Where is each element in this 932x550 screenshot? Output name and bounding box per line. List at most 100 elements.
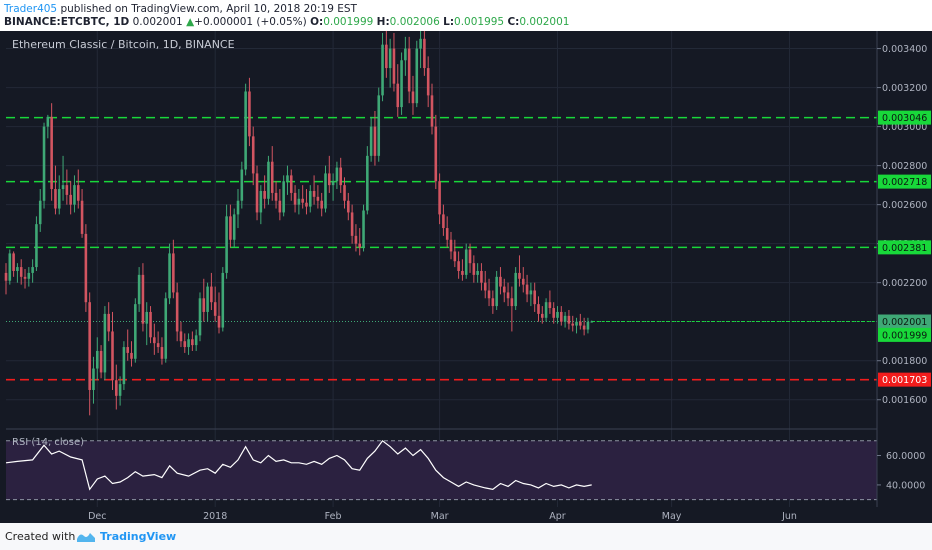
candle-body — [331, 181, 335, 186]
rsi-tick-label: 40.0000 — [886, 480, 925, 491]
candle — [442, 204, 445, 236]
rsi-axis[interactable]: 60.0000 40.0000 — [877, 451, 925, 491]
candle — [232, 208, 236, 248]
y-tick-label: 0.001800 — [882, 356, 927, 367]
candle — [202, 278, 206, 322]
candle — [571, 315, 575, 332]
time-axis[interactable]: Dec 2018 Feb Mar Apr May Jun — [6, 507, 877, 523]
candle-body — [540, 313, 544, 318]
candle — [73, 175, 76, 213]
candle — [16, 263, 19, 283]
candle-body — [480, 270, 483, 283]
candle-body — [95, 350, 99, 369]
candle — [575, 317, 578, 334]
level-price-label-text: 0.002381 — [882, 243, 927, 254]
candle-body — [153, 337, 156, 344]
candle-body — [202, 298, 206, 312]
candle — [506, 282, 510, 307]
candle-body — [560, 311, 563, 322]
candle-body — [461, 270, 464, 275]
candle-body — [308, 190, 312, 207]
candle — [145, 302, 149, 346]
candle-body — [502, 286, 506, 293]
candle — [80, 189, 84, 238]
candle — [240, 161, 244, 209]
chart-title: Ethereum Classic / Bitcoin, 1D, BINANCE — [12, 38, 235, 51]
candle-body — [377, 95, 381, 156]
candle-body — [354, 235, 358, 244]
candle — [126, 329, 130, 361]
close-price-label-text: 0.001999 — [882, 330, 927, 341]
candle-body — [499, 276, 502, 287]
candle — [324, 165, 327, 213]
candle — [453, 239, 457, 268]
candle — [259, 185, 263, 225]
rsi-pane — [5, 439, 877, 501]
candle-body — [278, 200, 282, 213]
candle — [457, 251, 460, 279]
x-tick-label: Feb — [325, 511, 342, 522]
y-tick-label: 0.003400 — [882, 44, 927, 55]
candle-body — [179, 331, 183, 342]
high-value: 0.002006 — [389, 16, 440, 28]
candle — [278, 189, 282, 221]
candle — [335, 161, 339, 190]
candle-body — [430, 95, 434, 127]
candle — [518, 255, 521, 287]
candle-body — [373, 126, 377, 156]
candle-body — [385, 44, 388, 69]
candle — [358, 228, 362, 256]
x-tick-label: May — [662, 511, 682, 522]
candle — [229, 204, 232, 248]
candle-body — [19, 267, 23, 277]
candle — [156, 331, 160, 353]
candle — [590, 320, 594, 323]
x-tick-label: Jun — [781, 511, 797, 522]
candle-body — [575, 321, 578, 326]
author-link[interactable]: Trader405 — [4, 3, 58, 15]
candle — [297, 189, 301, 215]
candle-body — [388, 48, 392, 69]
chart-canvas[interactable]: 0.003400 0.003200 0.003000 0.002800 0.002600… — [0, 31, 932, 523]
candle-body — [411, 91, 415, 104]
candle-body — [464, 249, 468, 275]
candle-body — [149, 311, 152, 338]
candle — [217, 292, 221, 334]
candle-body — [210, 286, 213, 303]
candle-body — [118, 384, 122, 396]
candle-body — [339, 167, 343, 186]
created-with-label: Created with — [5, 530, 76, 543]
candle-body — [107, 313, 110, 332]
candle — [529, 282, 533, 307]
candle-body — [134, 304, 137, 359]
tradingview-brand[interactable]: TradingView — [100, 530, 177, 543]
candle-body — [198, 298, 202, 336]
chart-grid — [6, 31, 877, 507]
level-price-label-box — [878, 174, 931, 189]
candle — [533, 282, 536, 312]
candle — [141, 263, 145, 332]
candle — [567, 309, 571, 330]
candle — [149, 306, 152, 344]
candle-body — [248, 91, 251, 137]
candle — [560, 306, 563, 326]
candle-body — [225, 216, 228, 273]
candle-body — [366, 155, 369, 211]
candle — [4, 263, 8, 295]
candle-body — [4, 272, 8, 281]
candle — [206, 282, 209, 322]
candle-body — [172, 253, 175, 293]
candle-body — [529, 290, 533, 295]
candle-body — [46, 116, 50, 127]
price-axis[interactable]: 0.003400 0.003200 0.003000 0.002800 0.002600… — [877, 44, 931, 406]
candle — [438, 173, 441, 225]
candle-body — [552, 308, 555, 318]
candle-body — [206, 286, 209, 312]
candle — [445, 216, 449, 248]
ohlc-line: BINANCE:ETCBTC, 1D 0.002001 ▲+0.000001 (… — [4, 16, 569, 28]
candle-body — [270, 161, 274, 193]
candle-body — [514, 272, 517, 307]
candle — [369, 116, 373, 162]
candle-body — [453, 251, 457, 262]
candle — [423, 31, 426, 76]
